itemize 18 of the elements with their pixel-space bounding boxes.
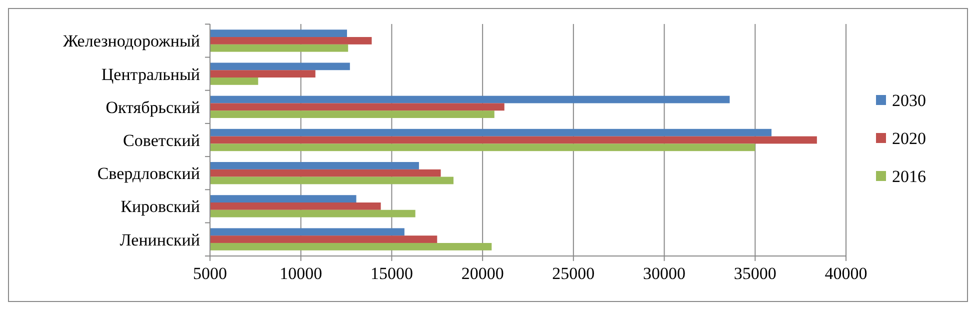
- y-tick-label: Железнодорожный: [62, 32, 200, 51]
- x-tick-label: 20000: [461, 264, 504, 283]
- x-tick-label: 10000: [280, 264, 322, 283]
- x-tick-label: 15000: [370, 264, 413, 283]
- x-tick-label: 35000: [734, 264, 776, 283]
- legend-label: 2030: [892, 91, 926, 110]
- y-tick-label: Центральный: [101, 64, 200, 84]
- x-tick-label: 30000: [643, 264, 686, 283]
- y-tick-label: Свердловский: [97, 164, 200, 184]
- x-tick-label: 40000: [824, 264, 868, 283]
- y-tick-label: Советский: [123, 131, 200, 150]
- y-tick-label: Кировский: [120, 197, 200, 216]
- y-tick-label: Ленинский: [120, 230, 200, 250]
- x-tick-label: 5000: [193, 264, 227, 283]
- x-tick-label: 25000: [552, 264, 595, 283]
- legend-label: 2016: [892, 167, 926, 186]
- legend-label: 2020: [892, 129, 926, 148]
- y-tick-label: Октябрьский: [106, 98, 200, 117]
